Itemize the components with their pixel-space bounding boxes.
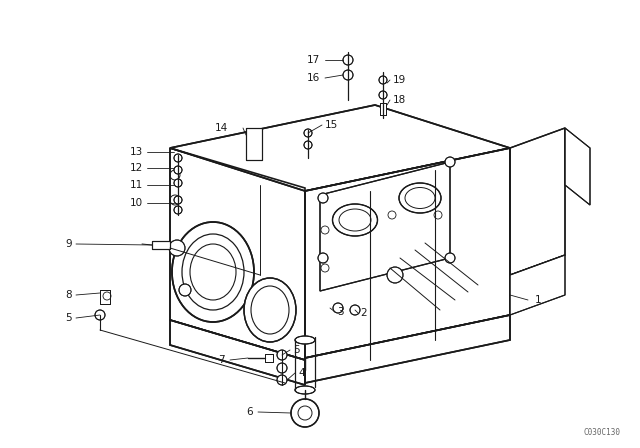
Ellipse shape [295,336,315,344]
Polygon shape [305,148,510,358]
Circle shape [174,196,182,204]
Circle shape [95,310,105,320]
Bar [265,354,273,362]
Circle shape [379,76,387,84]
Text: 2: 2 [360,308,367,318]
Bar [380,103,386,115]
Text: 9: 9 [65,239,72,249]
Circle shape [277,363,287,373]
Bar [380,103,386,115]
Circle shape [169,240,185,256]
Ellipse shape [399,183,441,213]
Polygon shape [170,320,305,385]
Circle shape [174,206,182,214]
Circle shape [174,166,182,174]
Text: 4: 4 [298,368,305,378]
Circle shape [318,253,328,263]
Bar [246,128,262,160]
Bar [265,354,273,362]
Bar [100,290,110,304]
Text: 8: 8 [65,290,72,300]
Polygon shape [565,128,590,205]
Text: 14: 14 [215,123,228,133]
Circle shape [379,91,387,99]
Text: 19: 19 [393,75,406,85]
Polygon shape [510,255,565,315]
Text: 1: 1 [535,295,541,305]
Circle shape [304,129,312,137]
Circle shape [445,253,455,263]
Text: 3: 3 [337,307,344,317]
Text: 6: 6 [246,407,253,417]
Text: 5: 5 [65,313,72,323]
Bar [246,128,262,160]
Text: 5: 5 [293,345,300,355]
Circle shape [174,179,182,187]
Polygon shape [170,105,510,191]
Bar [152,241,170,249]
Circle shape [387,267,403,283]
Text: 18: 18 [393,95,406,105]
Polygon shape [320,162,450,291]
Polygon shape [305,315,510,383]
Text: 16: 16 [307,73,320,83]
Bar [152,241,170,249]
Ellipse shape [295,386,315,394]
Circle shape [343,70,353,80]
Polygon shape [170,148,305,360]
Text: 17: 17 [307,55,320,65]
Circle shape [445,157,455,167]
Circle shape [350,305,360,315]
Circle shape [304,141,312,149]
Circle shape [333,303,343,313]
Text: 13: 13 [130,147,143,157]
Text: C030C130: C030C130 [583,428,620,437]
Circle shape [277,375,287,385]
Ellipse shape [333,204,378,236]
Circle shape [291,399,319,427]
Bar [100,290,110,304]
Text: 15: 15 [325,120,339,130]
Polygon shape [510,128,565,275]
Text: 11: 11 [130,180,143,190]
Circle shape [277,350,287,360]
Ellipse shape [172,222,254,322]
Ellipse shape [244,278,296,342]
Circle shape [174,154,182,162]
Text: 10: 10 [130,198,143,208]
Circle shape [343,55,353,65]
Text: 7: 7 [218,355,225,365]
Circle shape [179,284,191,296]
Circle shape [318,193,328,203]
Text: 12: 12 [130,163,143,173]
